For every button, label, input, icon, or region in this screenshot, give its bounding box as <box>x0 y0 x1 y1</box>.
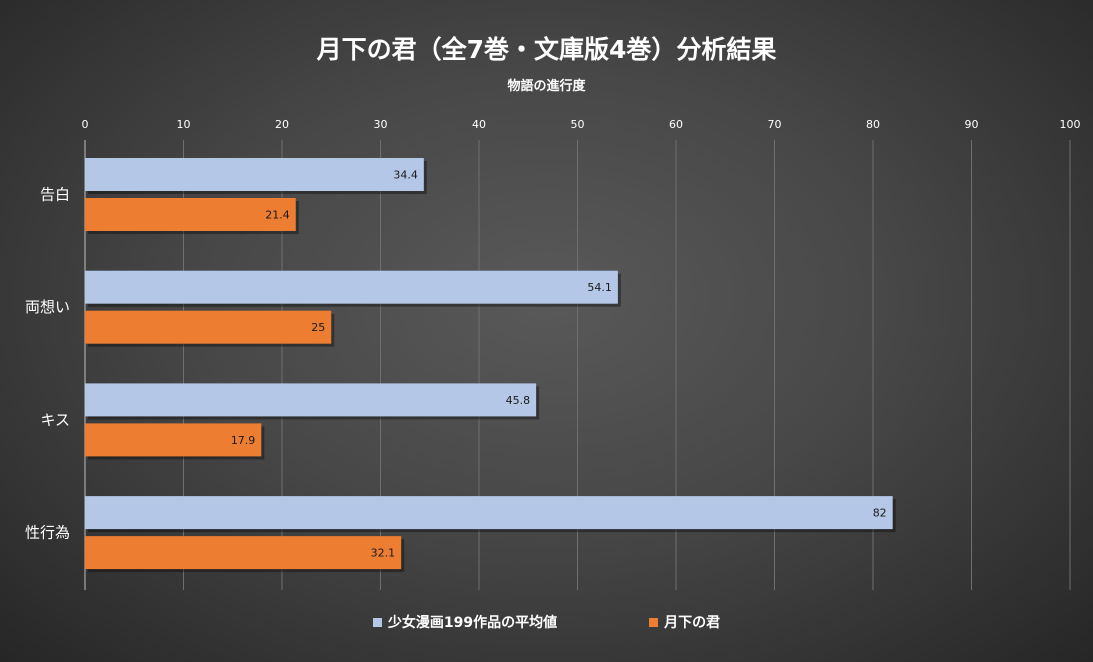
legend-swatch-gekka <box>649 617 659 627</box>
x-tick-label: 40 <box>472 118 486 131</box>
x-tick-label: 0 <box>82 118 89 131</box>
data-label: 21.4 <box>265 209 290 222</box>
legend-label-average: 少女漫画199作品の平均値 <box>387 615 558 631</box>
x-tick-label: 30 <box>374 118 388 131</box>
legend-item-average: 少女漫画199作品の平均値 <box>372 612 558 632</box>
legend-item-gekka: 月下の君 <box>649 612 720 632</box>
x-tick-label: 80 <box>866 118 880 131</box>
data-label: 82 <box>873 507 887 520</box>
bar-gekka-0 <box>85 198 296 231</box>
x-tick-label: 60 <box>669 118 683 131</box>
x-tick-label: 100 <box>1060 118 1081 131</box>
x-tick-label: 10 <box>177 118 191 131</box>
bar-gekka-1 <box>85 310 332 344</box>
data-label: 32.1 <box>371 547 396 560</box>
bar-average-1 <box>85 270 618 304</box>
data-label: 34.4 <box>393 169 418 182</box>
legend: 少女漫画199作品の平均値 月下の君 <box>0 612 1093 632</box>
chart-title: 月下の君（全7巻・文庫版4巻）分析結果 <box>316 35 777 64</box>
bars: 34.4 21.4 54.1 25 45.8 17.9 82 32.1 <box>85 158 896 573</box>
data-label: 17.9 <box>231 434 256 447</box>
bar-average-2 <box>85 383 537 417</box>
category-label: キス <box>40 411 70 429</box>
legend-swatch-average <box>372 617 382 627</box>
x-axis-title: 物語の進行度 <box>507 79 586 94</box>
x-tick-label: 90 <box>965 118 979 131</box>
bar-average-0 <box>85 158 424 191</box>
x-tick-label: 70 <box>768 118 782 131</box>
data-label: 25 <box>311 321 325 334</box>
x-tick-labels: 0 10 20 30 40 50 60 70 80 90 100 <box>82 118 1081 131</box>
data-label: 54.1 <box>587 281 612 294</box>
bar-average-3 <box>85 496 893 530</box>
category-label: 性行為 <box>25 524 70 542</box>
legend-label-gekka: 月下の君 <box>664 615 721 631</box>
category-label: 両想い <box>25 298 70 316</box>
bar-gekka-2 <box>85 423 262 457</box>
x-tick-label: 20 <box>275 118 289 131</box>
x-tick-label: 50 <box>571 118 585 131</box>
data-label: 45.8 <box>506 394 531 407</box>
category-label: 告白 <box>40 186 70 204</box>
bar-gekka-3 <box>85 536 402 570</box>
